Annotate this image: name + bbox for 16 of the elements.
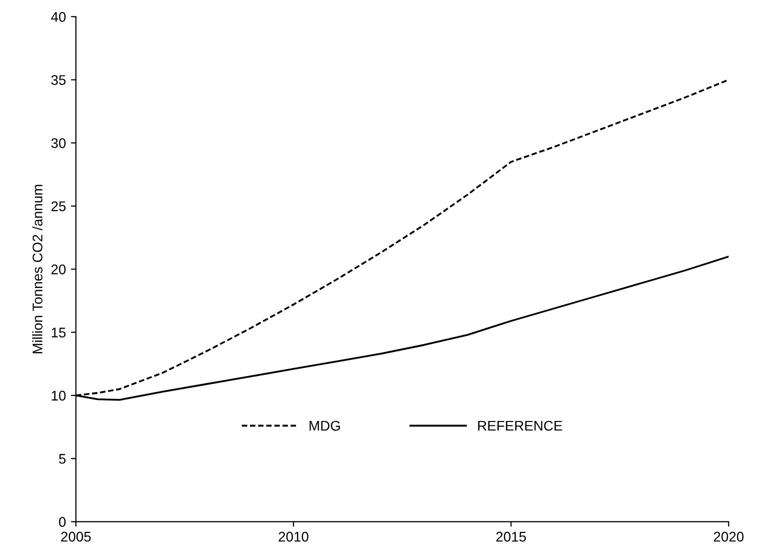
y-tick-label: 25	[51, 201, 66, 212]
x-tick-label: 2005	[61, 532, 91, 542]
y-tick-label: 35	[51, 75, 66, 85]
y-tick-label: 0	[58, 517, 66, 527]
y-tick-label: 5	[59, 454, 66, 464]
y-axis-title: Million Tonnes CO2 /annum	[32, 184, 42, 354]
y-tick-label: 40	[51, 12, 66, 22]
x-tick-label: 2010	[278, 532, 308, 542]
legend-label: REFERENCE	[478, 420, 562, 431]
y-tick-label: 30	[51, 138, 66, 148]
y-tick-label: 15	[52, 328, 66, 338]
x-tick-label: 2015	[496, 532, 526, 542]
x-tick-label: 2020	[714, 532, 744, 542]
legend-label: MDG	[310, 420, 340, 431]
y-tick-label: 20	[51, 264, 66, 274]
y-tick-label: 10	[52, 390, 66, 401]
